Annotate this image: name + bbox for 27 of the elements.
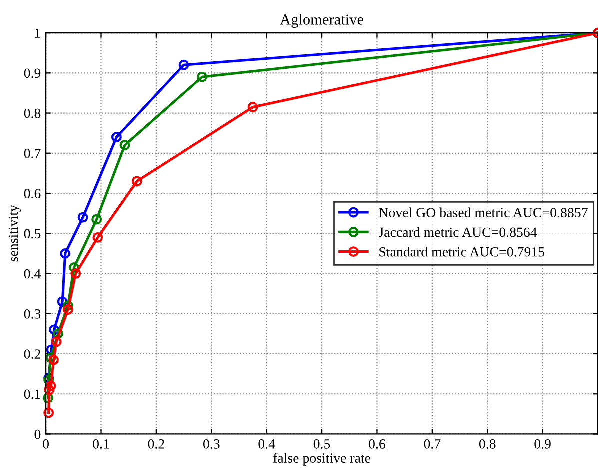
x-tick-label: 0.7	[424, 440, 441, 449]
x-tick-label: 0.6	[369, 440, 386, 449]
x-tick-label: 0.3	[203, 440, 220, 449]
x-tick-label: 0	[43, 440, 49, 449]
legend-label: Standard metric AUC=0.7915	[380, 247, 545, 257]
y-tick-label: 0.8	[24, 108, 41, 118]
y-tick-label: 0.5	[24, 229, 41, 239]
y-tick-label: 0.9	[24, 68, 41, 78]
x-tick-label: 0.8	[479, 440, 496, 449]
y-tick-label: 0	[34, 430, 41, 440]
y-axis-title: sensitivity	[8, 205, 22, 262]
y-tick-label: 1	[35, 28, 40, 38]
y-tick-label: 0.6	[24, 189, 41, 199]
x-axis-title: false positive rate	[273, 453, 371, 466]
legend-label: Jaccard metric AUC=0.8564	[378, 227, 538, 238]
x-tick-label: 0.4	[258, 440, 276, 449]
y-tick-label: 0.4	[24, 269, 41, 279]
y-tick-label: 0.3	[24, 309, 41, 319]
x-tick-label: 0.2	[148, 440, 164, 449]
x-tick-label: 0.1	[93, 440, 110, 449]
legend-label: Novel GO based metric AUC=0.8857	[379, 208, 588, 218]
y-tick-label: 0.1	[24, 390, 40, 400]
chart-title: Aglomerative	[280, 14, 364, 28]
x-tick-label: 0.5	[314, 440, 330, 449]
x-tick-label: 0.9	[534, 440, 551, 449]
y-tick-label: 0.7	[24, 148, 41, 158]
y-tick-label: 0.2	[24, 350, 40, 360]
